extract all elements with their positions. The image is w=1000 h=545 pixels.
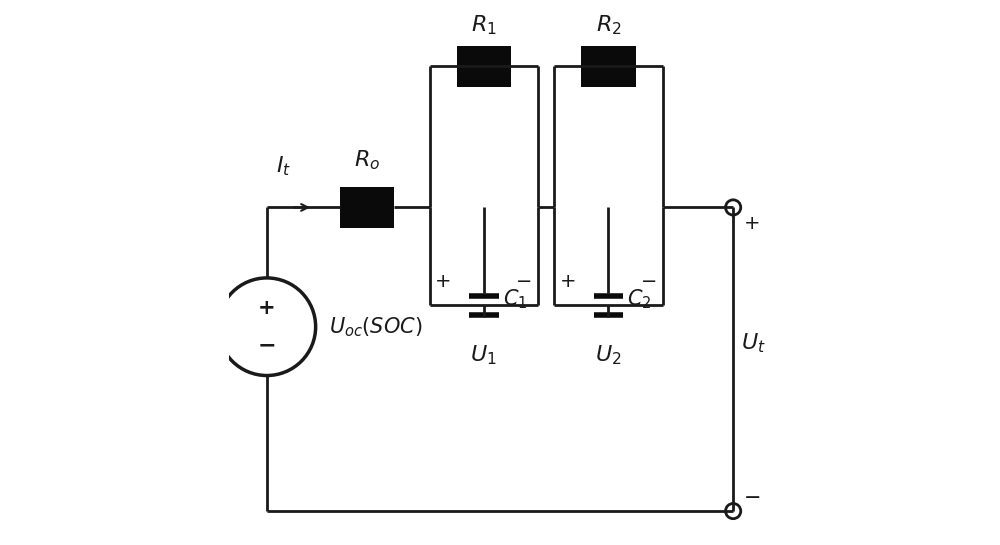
- Text: $C_2$: $C_2$: [627, 288, 652, 311]
- Text: +: +: [560, 272, 576, 292]
- Text: +: +: [744, 214, 761, 233]
- Bar: [581, 46, 636, 87]
- Text: $R_o$: $R_o$: [354, 149, 380, 172]
- Text: $U_2$: $U_2$: [595, 343, 622, 367]
- Text: −: −: [258, 335, 276, 355]
- Text: $R_2$: $R_2$: [596, 13, 621, 37]
- Text: −: −: [641, 272, 657, 292]
- Text: +: +: [435, 272, 451, 292]
- Text: $I_t$: $I_t$: [276, 154, 291, 178]
- Text: −: −: [744, 488, 762, 507]
- Text: $C_1$: $C_1$: [503, 288, 527, 311]
- Text: $U_{oc}(SOC)$: $U_{oc}(SOC)$: [329, 315, 423, 338]
- Text: $R_1$: $R_1$: [471, 13, 497, 37]
- Text: −: −: [516, 272, 533, 292]
- Bar: [457, 46, 511, 87]
- Text: +: +: [258, 298, 276, 318]
- Text: $U_t$: $U_t$: [741, 331, 766, 355]
- Bar: [340, 187, 394, 228]
- Text: $U_1$: $U_1$: [470, 343, 497, 367]
